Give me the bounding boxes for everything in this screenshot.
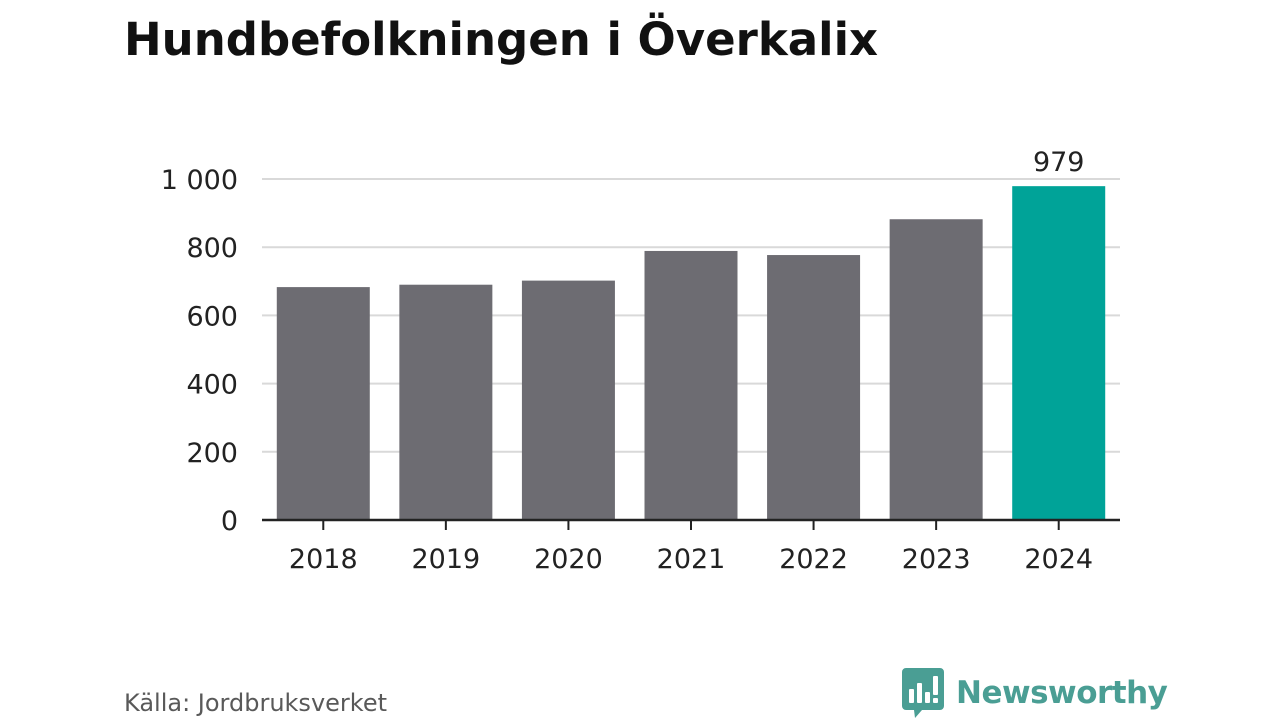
y-tick-label: 0 [221,506,238,537]
bars [276,186,1106,521]
bar-2021 [644,250,738,521]
x-tick-label: 2021 [657,544,726,575]
x-axis-tick-labels: 2018 2019 2020 2021 2022 2023 2024 [289,520,1093,575]
data-label: 979 [1033,147,1085,178]
y-tick-label: 200 [186,438,238,469]
y-tick-label: 800 [186,233,238,264]
bar-2023 [889,219,983,520]
y-axis-tick-labels: 0 200 400 600 800 1 000 [161,165,238,537]
y-tick-label: 1 000 [161,165,238,196]
brand-name: Newsworthy [956,675,1168,711]
newsworthy-logo-icon [902,668,944,718]
y-tick-label: 600 [186,301,238,332]
x-tick-label: 2020 [534,544,603,575]
x-tick-label: 2018 [289,544,358,575]
x-tick-label: 2024 [1024,544,1093,575]
x-tick-label: 2019 [411,544,480,575]
bar-2024 [1012,186,1106,520]
chart-title: Hundbefolkningen i Överkalix [124,13,879,66]
bar-2019 [399,284,493,520]
x-tick-label: 2023 [902,544,971,575]
bar-2022 [767,255,861,520]
bar-2020 [521,280,615,520]
data-labels: 979 [1033,147,1085,178]
source-note: Källa: Jordbruksverket [124,689,387,717]
brand-logo: Newsworthy [902,668,1168,718]
y-tick-label: 400 [186,370,238,401]
x-tick-label: 2022 [779,544,848,575]
bar-2018 [276,287,370,520]
